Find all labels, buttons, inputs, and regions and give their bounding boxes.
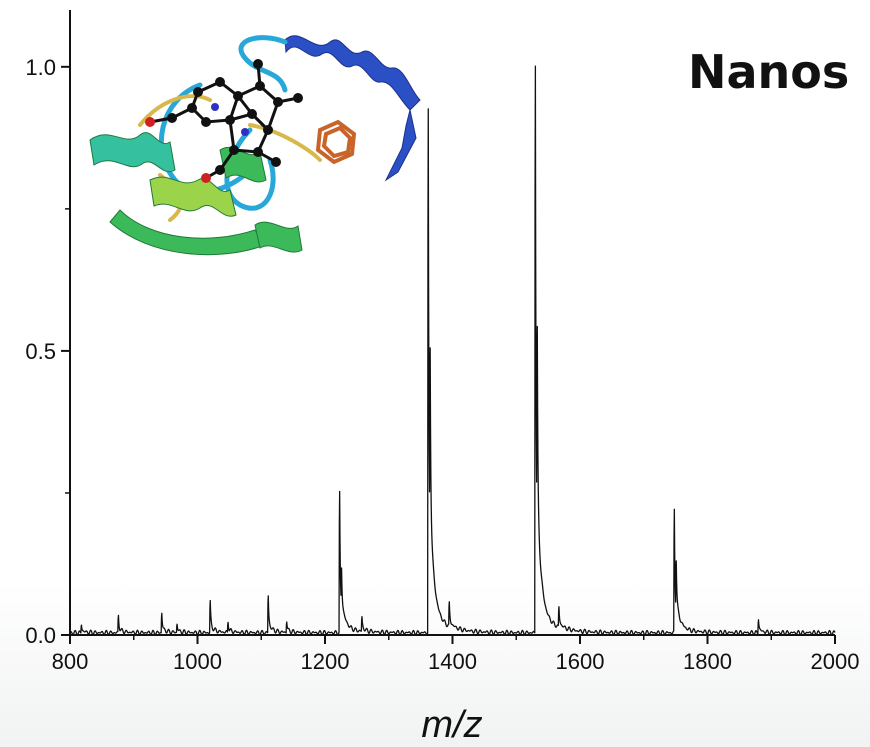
spectrum-series-line (69, 65, 836, 636)
chart-title: Nanos (688, 45, 849, 99)
y-tick-label: 0.0 (25, 623, 56, 648)
x-tick-label: 1600 (556, 649, 605, 674)
x-tick-label: 1000 (173, 649, 222, 674)
x-tick-label: 2000 (811, 649, 860, 674)
x-tick-label: 1200 (301, 649, 350, 674)
x-tick-label: 1800 (683, 649, 732, 674)
x-tick-label: 1400 (428, 649, 477, 674)
y-tick-label: 0.5 (25, 339, 56, 364)
x-axis-title: m/z (421, 704, 482, 746)
x-tick-label: 800 (52, 649, 89, 674)
y-tick-label: 1.0 (25, 55, 56, 80)
protein-structure-icon (89, 35, 421, 256)
plot-area: 800 1000 1200 1400 1600 1800 2000 0.0 0.5 1.0 Nano… (25, 10, 859, 746)
